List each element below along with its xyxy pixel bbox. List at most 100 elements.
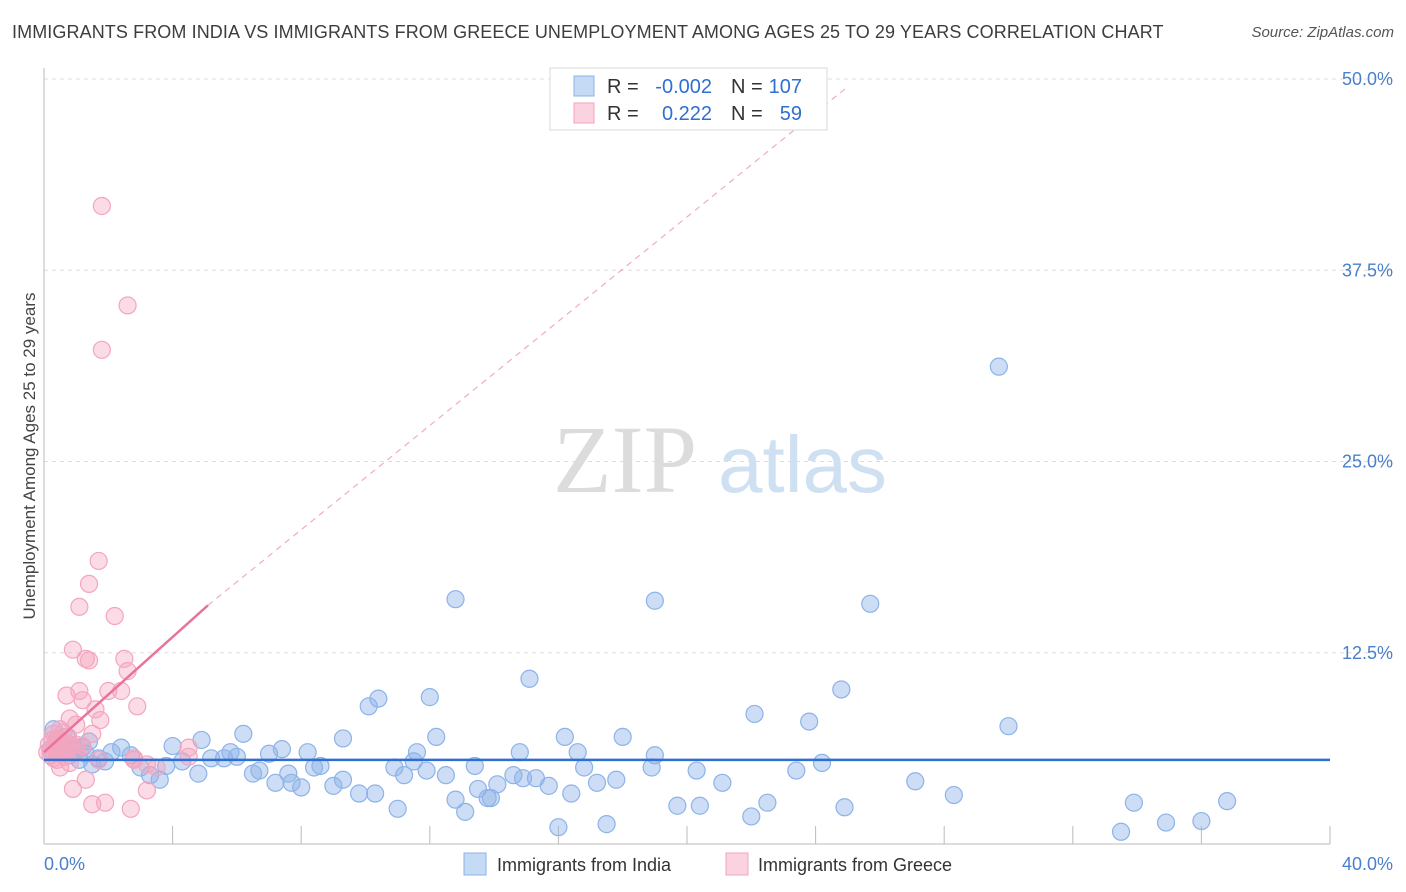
india-point [999,717,1018,736]
greece-point [89,551,108,571]
x-tick-marks [43,826,1331,844]
legend-n-value-india: 107 [769,76,802,98]
correlation-legend: R = -0.002 N = 107 R = 0.222 N = 59 [549,67,828,131]
greece-point [179,747,198,766]
india-point [906,772,925,791]
legend-swatch-india [573,75,595,97]
greece-point [91,710,110,730]
india-point [388,799,407,818]
india-point [1111,822,1131,841]
india-point [587,773,607,792]
india-point [488,775,507,794]
india-point [944,785,963,805]
legend-r-label-india: R = [607,76,639,98]
india-point [292,778,311,797]
y-tick-label: 12.5% [1342,643,1393,663]
bottom-legend-swatch-india [463,852,487,876]
india-point [989,357,1008,376]
india-point [832,680,851,699]
india-point [520,669,539,688]
india-point [513,769,533,788]
legend-n-value-greece: 59 [780,103,802,125]
greece-point [121,799,140,818]
greece-point [137,781,156,800]
india-point [427,727,446,747]
india-point [446,590,465,609]
greece-point [44,749,63,768]
india-point [1218,792,1237,811]
greece-point [63,779,83,799]
india-point [1124,793,1143,812]
india-point [266,773,285,792]
legend-swatch-greece [573,102,595,124]
watermark-zip: ZIP [553,406,697,513]
india-point [800,712,819,731]
india-point [468,779,488,799]
india-point [333,770,353,789]
greece-series [38,196,198,818]
india-point [575,758,594,777]
india-point [539,776,558,795]
greece-point [92,340,111,359]
greece-point [79,651,99,670]
india-point [812,753,832,773]
greece-point [76,770,95,789]
india-point [597,815,616,834]
india-point [112,738,131,757]
greece-point [95,793,115,812]
greece-trend-line [43,604,209,754]
india-point [1156,813,1176,832]
india-point [465,756,484,776]
india-point [456,802,475,821]
greece-point [54,723,73,742]
india-point [95,752,115,771]
india-point [436,766,455,785]
y-tick-label: 50.0% [1342,69,1393,89]
india-point [227,747,246,766]
india-point [510,743,529,762]
india-point [359,697,378,716]
india-point [298,743,317,762]
india-point [549,818,568,837]
india-point [311,756,330,776]
legend-r-label-greece: R = [607,103,639,125]
india-point [742,807,761,826]
legend-r-value-india: -0.002 [655,76,712,98]
legend-n-label-greece: N = [731,103,763,125]
india-point [324,776,343,795]
series-legend: Immigrants from India Immigrants from Gr… [463,852,952,876]
greece-point [63,640,83,659]
india-point [272,740,292,759]
y-tick-label: 37.5% [1342,260,1393,280]
india-point [645,591,664,610]
greece-point [118,296,137,315]
watermark-atlas: atlas [718,420,887,509]
india-point [394,766,414,785]
source-credit: Source: ZipAtlas.com [1251,24,1394,41]
legend-r-value-greece: 0.222 [662,103,712,125]
x-tick-label-min: 0.0% [44,854,85,874]
india-point [745,704,764,724]
india-point [369,689,388,708]
india-point [835,798,854,817]
india-point [349,784,369,803]
india-point [687,761,706,780]
india-point [645,746,664,765]
india-point [202,749,221,768]
india-point [568,743,587,762]
india-point [282,773,301,792]
greece-point [147,758,166,777]
bottom-legend-swatch-greece [725,852,749,876]
greece-point [92,196,111,216]
y-axis-label: Unemployment Among Ages 25 to 29 years [20,293,39,620]
greece-point [179,738,198,757]
greece-point [105,606,124,626]
greece-trend-extension [207,86,849,606]
india-point [234,724,253,743]
india-point [861,594,880,613]
india-point [787,761,806,780]
greece-point [70,597,89,616]
chart-title: IMMIGRANTS FROM INDIA VS IMMIGRANTS FROM… [12,22,1164,42]
india-point [407,743,427,762]
greece-point [86,700,105,719]
